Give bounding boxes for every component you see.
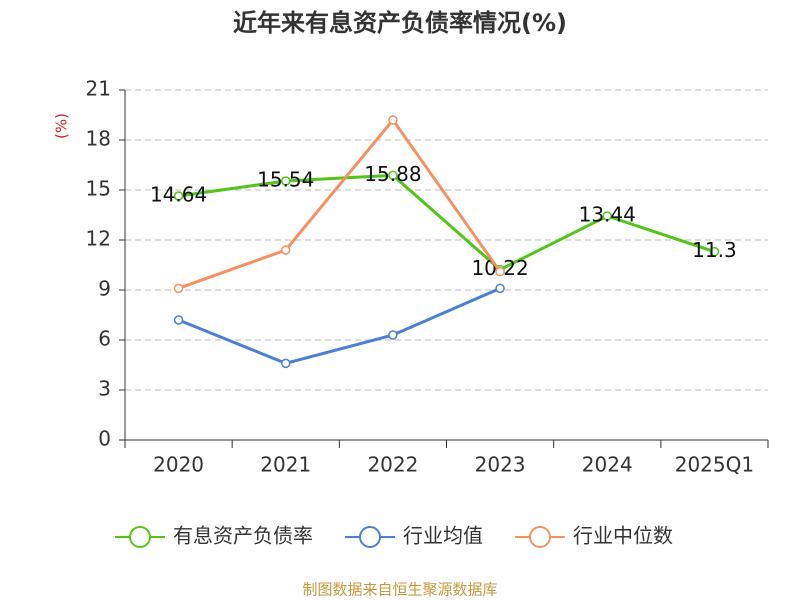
point <box>388 330 398 340</box>
point <box>281 176 291 186</box>
data-label: 15.54 <box>257 168 314 192</box>
y-tick-label: 15 <box>86 177 111 201</box>
source-note: 制图数据来自恒生聚源数据库 <box>302 581 497 599</box>
series-line <box>178 286 501 365</box>
series-line <box>178 117 502 290</box>
y-tick-label: 0 <box>98 427 111 451</box>
x-tick-label: 2024 <box>582 453 633 477</box>
series-line <box>178 173 715 272</box>
y-tick-label: 9 <box>98 277 111 301</box>
point <box>495 283 505 294</box>
y-tick-label: 18 <box>86 127 111 151</box>
legend-marker <box>359 526 381 548</box>
point <box>173 191 184 201</box>
y-tick-label: 3 <box>98 377 111 401</box>
point <box>388 115 398 125</box>
data-label: 13.44 <box>579 203 636 227</box>
data-label: 14.64 <box>150 183 207 207</box>
point <box>495 266 505 277</box>
point <box>709 246 720 257</box>
x-tick-label: 2020 <box>153 453 204 477</box>
legend-label: 有息资产负债率 <box>173 524 313 548</box>
point <box>602 211 612 221</box>
point <box>281 358 291 369</box>
legend-label: 行业中位数 <box>573 524 673 548</box>
legend-marker <box>129 526 151 548</box>
x-tick-label: 2025Q1 <box>675 453 754 477</box>
data-label: 15.88 <box>364 162 421 186</box>
chart-title: 近年来有息资产负债率情况(%) <box>233 9 567 37</box>
legend-marker <box>529 526 551 548</box>
x-tick-label: 2022 <box>367 453 418 477</box>
y-tick-label: 6 <box>98 327 111 351</box>
data-label: 11.3 <box>692 238 737 262</box>
point <box>281 245 291 255</box>
point <box>388 170 398 181</box>
x-tick-label: 2023 <box>475 453 526 477</box>
point <box>173 283 184 294</box>
x-tick-label: 2021 <box>260 453 311 477</box>
legend-label: 行业均值 <box>403 524 483 548</box>
y-tick-label: 12 <box>86 227 111 251</box>
y-axis-label: (%) <box>53 113 71 139</box>
y-tick-label: 21 <box>86 77 111 101</box>
point <box>173 315 184 325</box>
